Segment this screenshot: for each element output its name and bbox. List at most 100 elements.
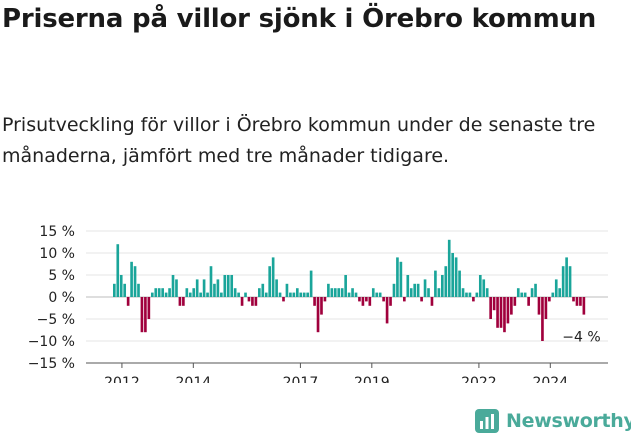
bar [561,266,565,297]
bar [365,297,368,302]
bar [572,297,575,302]
bar [268,266,272,297]
bar [113,283,116,297]
bar [220,292,223,297]
bar [551,292,555,297]
bar [233,288,237,297]
bar [258,288,261,297]
bar [209,266,213,297]
x-tick-label: 2019 [354,375,390,383]
bar [506,297,510,324]
bar [140,297,144,333]
bar [520,292,524,297]
bar [461,288,465,297]
bar [237,292,240,297]
bar [175,279,178,297]
bar [137,283,140,297]
bar [478,275,482,297]
bar [320,297,323,315]
bar [510,297,513,315]
bar [226,275,230,297]
bar [403,297,406,302]
bar [327,283,330,297]
bar [582,297,586,315]
bar [330,288,334,297]
bar [116,244,120,297]
bar [337,288,341,297]
bar [399,261,403,297]
bar [351,288,354,297]
bar [496,297,499,328]
bar [451,253,455,297]
x-tick-label: 2024 [532,375,568,383]
bar [392,283,396,297]
bar [396,257,399,297]
bar [458,270,461,297]
bar [544,297,548,319]
bar [295,288,299,297]
bar [513,297,517,306]
bar [534,283,537,297]
y-tick-label: −5 % [37,312,75,328]
bar [541,297,544,341]
bar [216,279,220,297]
bar [444,266,448,297]
bar [323,297,327,302]
x-tick-label: 2014 [176,375,212,383]
bar [406,275,410,297]
bar [195,279,199,297]
chart-subtitle: Prisutveckling för villor i Örebro kommu… [2,114,596,167]
bar [333,288,337,297]
bar [289,292,292,297]
bar [358,297,361,302]
bar [389,297,392,306]
bar [420,297,423,302]
bar [485,288,489,297]
bar [361,297,365,306]
bar [499,297,503,328]
bar [261,283,265,297]
bar [150,292,154,297]
bar [375,292,379,297]
bar [468,292,472,297]
y-tick-label: 15 % [39,224,75,240]
bar [157,288,161,297]
bar [472,297,475,302]
y-tick-label: −15 % [28,356,75,372]
bar [213,283,216,297]
bar [340,288,344,297]
bar [251,297,254,306]
bar [244,292,247,297]
bar [503,297,506,333]
bar [344,275,347,297]
bar [409,288,413,297]
bar [133,266,137,297]
bar-chart: 15 % 10 % 5 % 0 % −5 % −10 % −15 % 2012 2014 2017… [28,224,608,383]
y-tick-label: −10 % [28,334,75,350]
last-value-annotation: −4 % [562,330,600,346]
bar [579,297,582,306]
bar [271,257,275,297]
bar [423,279,427,297]
bar [126,297,130,306]
bar [154,288,158,297]
bar [575,297,579,306]
bar [299,292,303,297]
brand-name: Newsworthy [506,410,631,432]
bar [489,297,492,319]
bar [171,275,175,297]
bar [199,292,202,297]
y-tick-label: 0 % [48,290,75,306]
bar [516,288,520,297]
bar [282,297,285,302]
bar [316,297,320,333]
bar [430,297,434,306]
bar [368,297,372,306]
bar [223,275,227,297]
bar [437,288,441,297]
bar [275,279,278,297]
bar [492,297,496,311]
bar [247,297,251,302]
bar [548,297,551,302]
bar [147,297,151,319]
